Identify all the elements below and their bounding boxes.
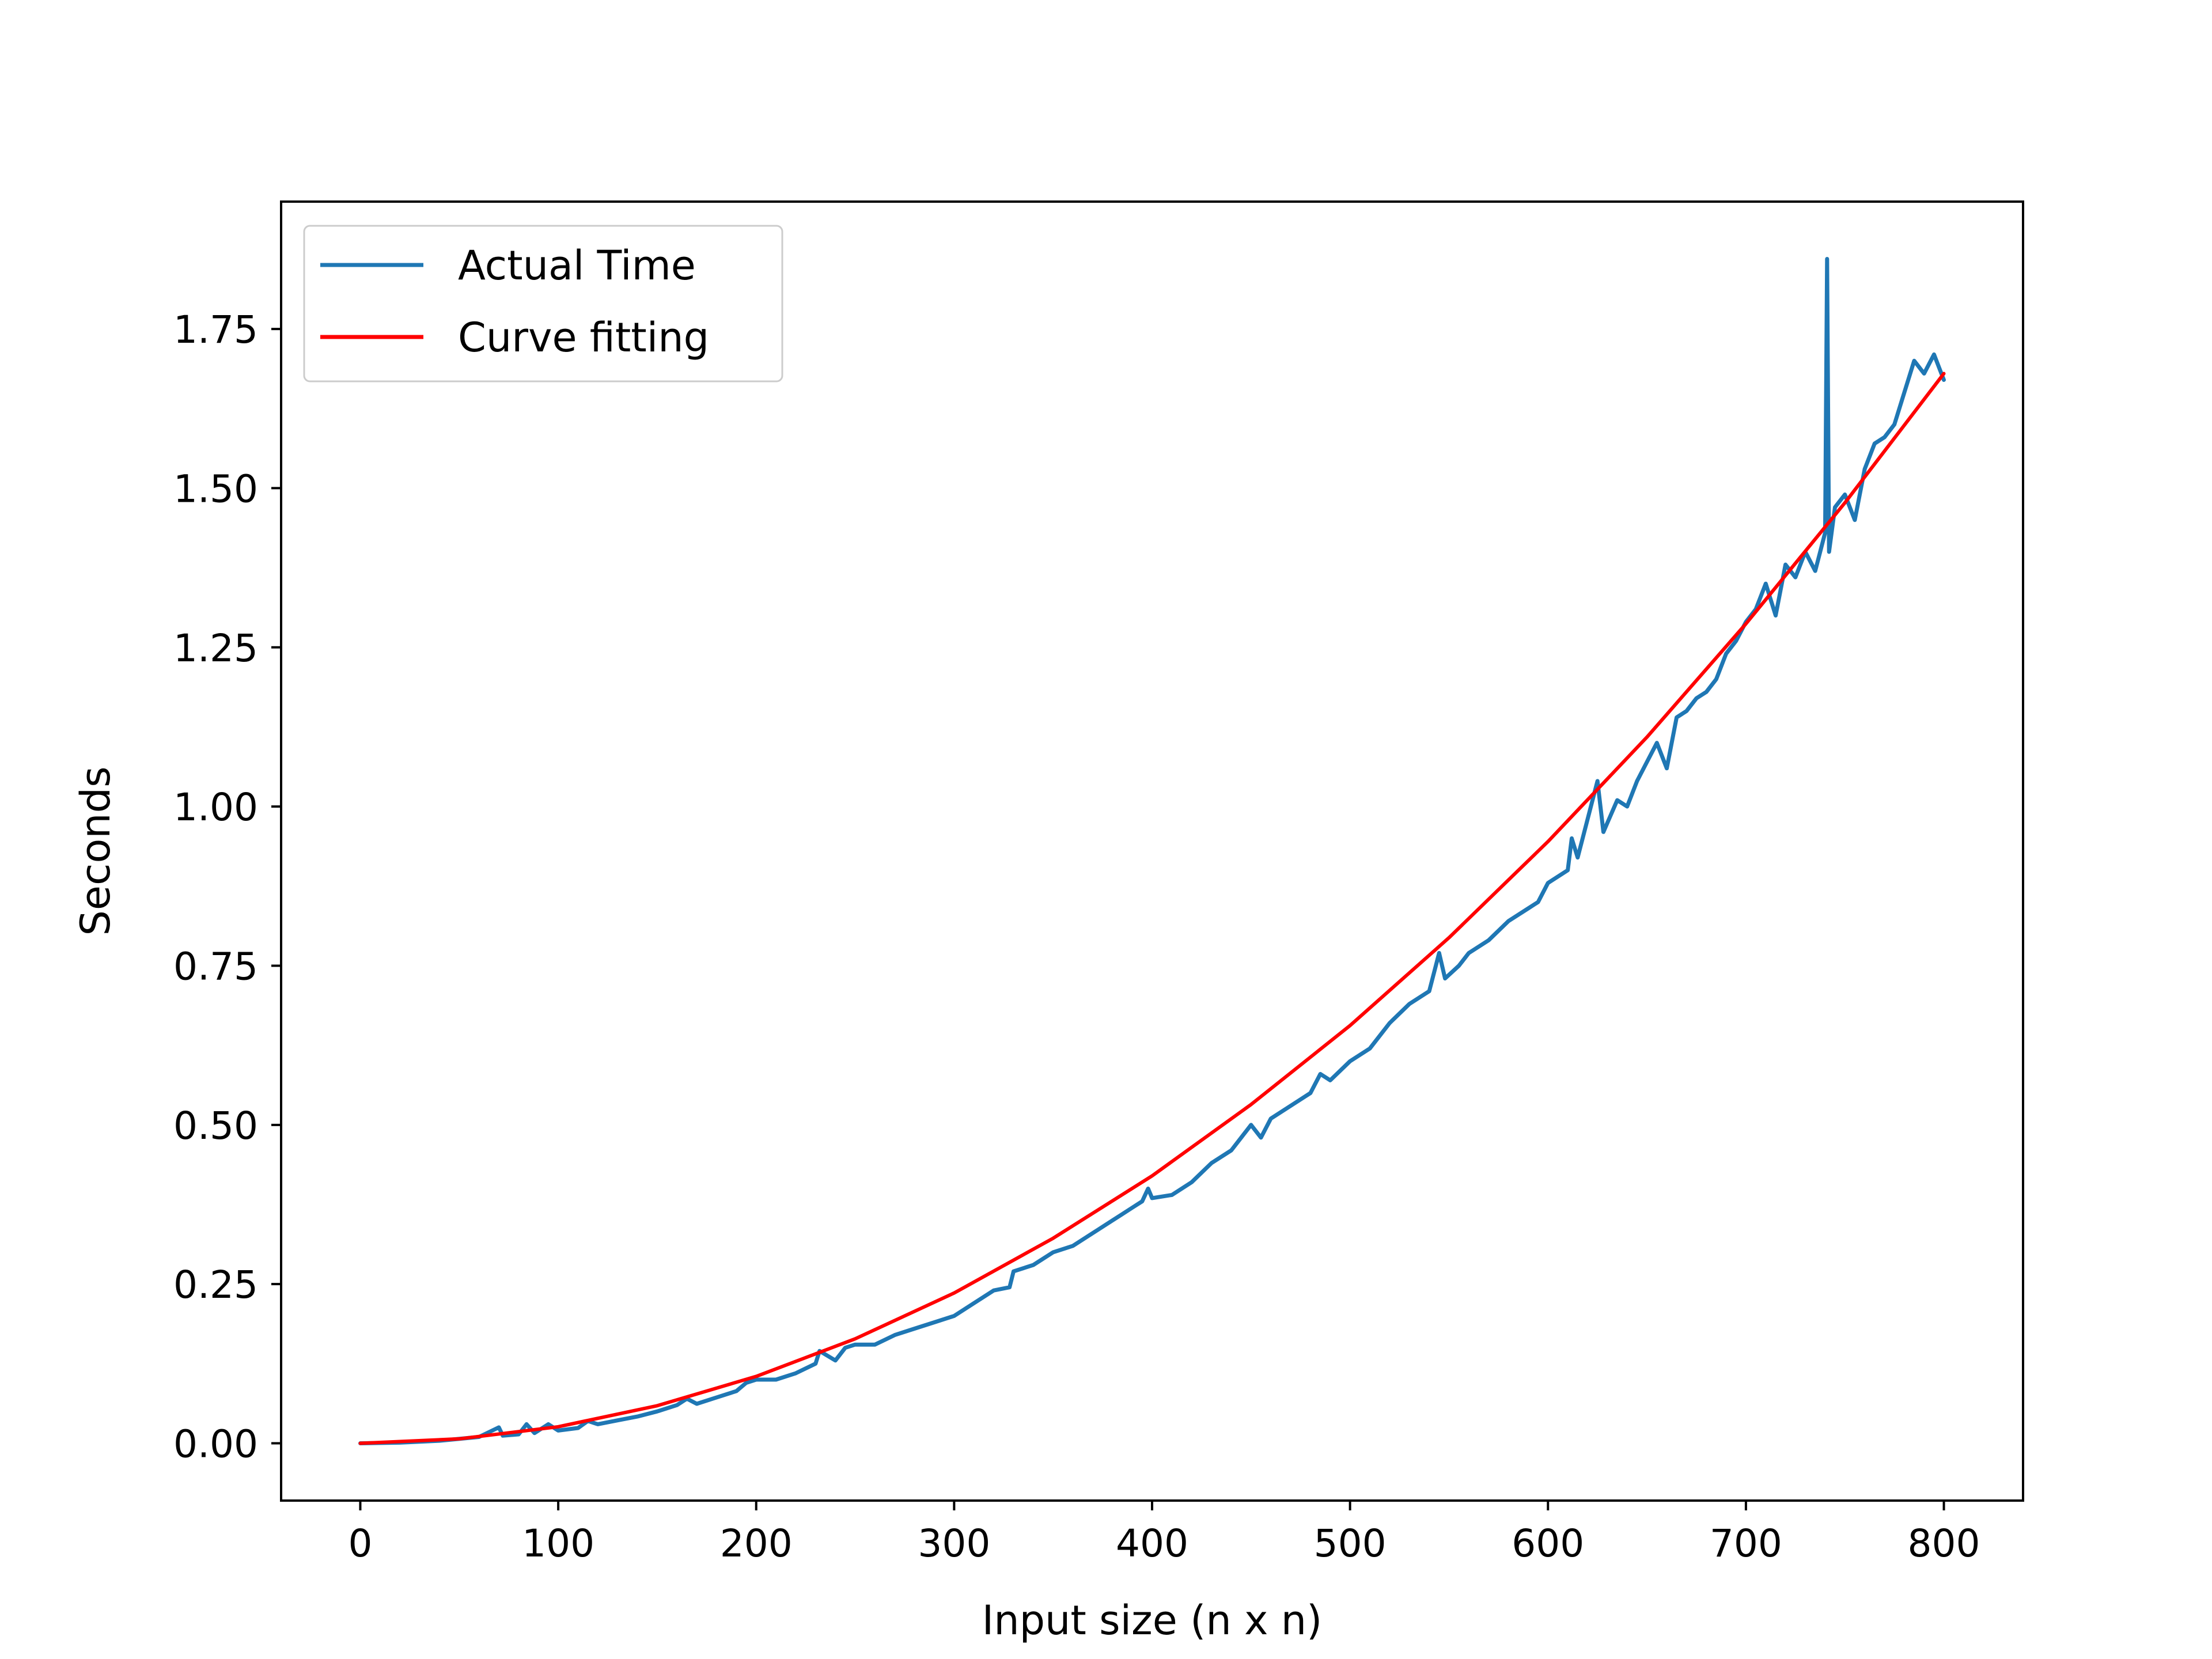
x-tick-label: 0 — [348, 1521, 372, 1566]
x-tick-label: 800 — [1908, 1521, 1980, 1566]
y-tick-label: 0.25 — [173, 1263, 258, 1307]
legend: Actual Time Curve fitting — [303, 225, 783, 382]
legend-box — [303, 225, 783, 382]
plot-area: 0 100 200 300 400 500 600 700 800 0.00 0.25 0.50 0.7… — [173, 200, 2024, 1566]
legend-label-curve-fitting: Curve fitting — [458, 314, 709, 361]
y-tick-label: 1.50 — [173, 467, 258, 511]
y-tick-label: 0.50 — [173, 1104, 258, 1148]
x-tick-label: 700 — [1710, 1521, 1782, 1566]
y-tick-label: 0.75 — [173, 944, 258, 988]
ticks-layer: 0 100 200 300 400 500 600 700 800 0.00 0.25 0.50 0.7… — [173, 308, 1980, 1566]
legend-label-actual-time: Actual Time — [458, 242, 696, 289]
y-tick-label: 0.00 — [173, 1422, 258, 1467]
x-tick-label: 600 — [1512, 1521, 1584, 1566]
x-axis-label: Input size (n x n) — [982, 1597, 1323, 1644]
y-tick-label: 1.75 — [173, 308, 258, 352]
series-line-actual-time — [358, 257, 1946, 1445]
x-tick-label: 300 — [918, 1521, 990, 1566]
x-tick-label: 200 — [720, 1521, 793, 1566]
series-layer — [358, 257, 1946, 1445]
y-axis-label: Seconds — [72, 766, 119, 935]
x-tick-label: 100 — [522, 1521, 594, 1566]
x-tick-label: 500 — [1314, 1521, 1387, 1566]
y-tick-label: 1.00 — [173, 785, 258, 830]
x-tick-label: 400 — [1116, 1521, 1188, 1566]
y-tick-label: 1.25 — [173, 626, 258, 671]
series-line-curve-fitting — [358, 372, 1946, 1445]
